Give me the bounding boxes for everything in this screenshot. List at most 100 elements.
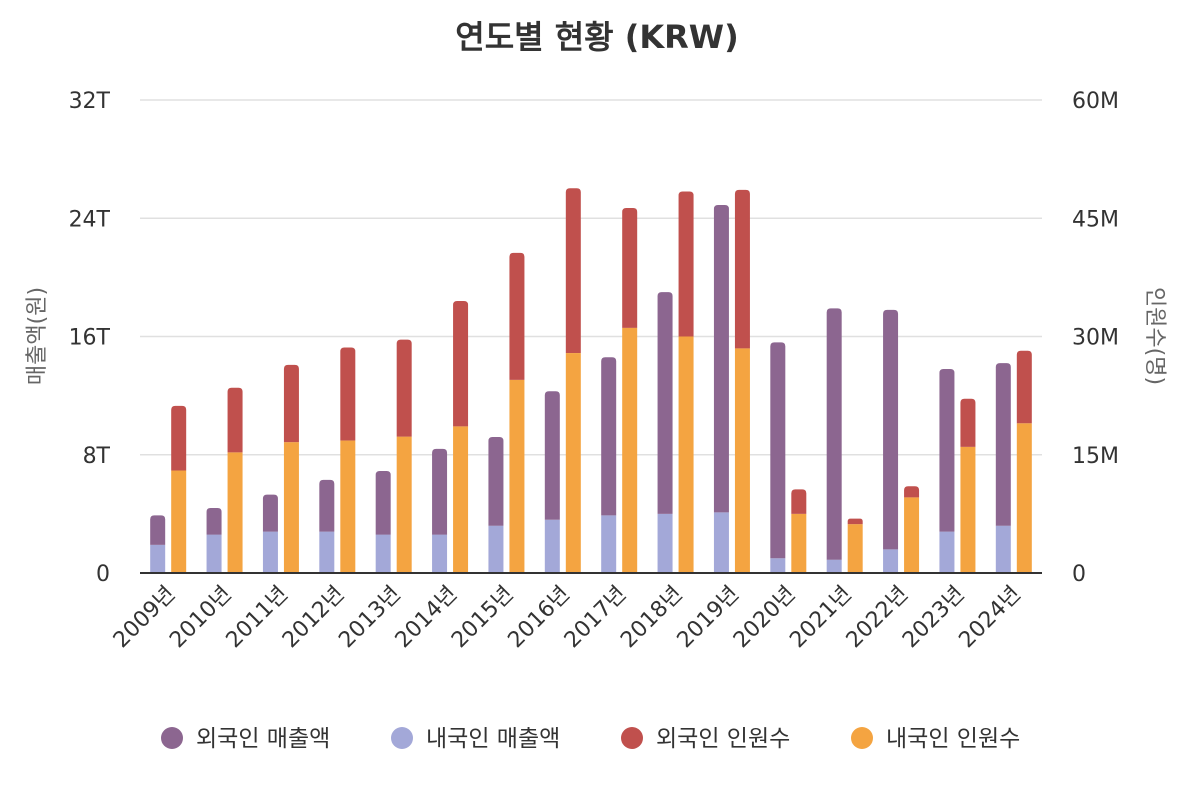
bar-segment [713, 204, 729, 513]
bar-segment [1016, 423, 1032, 573]
x-tick-label: 2023년 [898, 582, 970, 654]
y-axis-left-title: 매출액(원) [25, 287, 50, 385]
legend-item: 외국인 매출액 [161, 726, 330, 752]
legend-label: 내국인 인원수 [886, 726, 1020, 752]
x-tick-label: 2016년 [503, 582, 575, 654]
legend-label: 외국인 매출액 [196, 726, 330, 752]
bar-segment [995, 525, 1011, 573]
x-tick-label: 2012년 [278, 582, 350, 654]
x-tick-label: 2010년 [165, 582, 237, 654]
legend: 외국인 매출액 내국인 매출액 외국인 인원수 내국인 인원수 [161, 726, 1020, 752]
bar-segment [904, 486, 920, 498]
legend-swatch [621, 727, 643, 749]
bar-segment [319, 531, 335, 573]
bar-segment [283, 442, 299, 573]
bar-segment [904, 497, 920, 573]
y-left-tick-label: 24T [69, 207, 111, 232]
legend-item: 외국인 인원수 [621, 726, 790, 752]
legend-swatch [851, 727, 873, 749]
bar-segment [453, 426, 469, 573]
legend-label: 외국인 인원수 [656, 726, 790, 752]
legend-label: 내국인 매출액 [426, 726, 560, 752]
bar-segment [206, 534, 222, 573]
bar-segment [375, 534, 391, 573]
bar-segment [262, 531, 278, 573]
bar-segment [171, 405, 187, 471]
x-tick-label: 2024년 [954, 582, 1026, 654]
bar-segment [713, 512, 729, 573]
legend-swatch [161, 727, 183, 749]
bar-segment [791, 489, 807, 514]
bar-segment [171, 470, 187, 573]
bar-segment [1016, 350, 1032, 424]
bar-segment [847, 524, 863, 573]
bar-segment [488, 437, 504, 526]
bar-segment [622, 208, 638, 328]
legend-item: 내국인 매출액 [391, 726, 560, 752]
legend-item: 내국인 인원수 [851, 726, 1020, 752]
chart-title: 연도별 현황 (KRW) [455, 18, 738, 56]
bar-segment [432, 534, 448, 573]
bar-segment [432, 448, 448, 535]
bar-segment [227, 452, 243, 573]
bar-segment [678, 191, 694, 337]
x-tick-label: 2022년 [842, 582, 914, 654]
bar-segment [939, 531, 955, 573]
x-tick-label: 2009년 [109, 582, 181, 654]
bar-segment [509, 252, 525, 380]
bar-segment [960, 398, 976, 447]
bar-segment [883, 549, 899, 573]
y-axis-left: 0 8T 16T 24T 32T [69, 89, 111, 587]
bar-segment [565, 353, 581, 573]
bar-segment [770, 558, 786, 573]
bar-segment [227, 387, 243, 453]
bar-segment [657, 513, 673, 573]
y-left-tick-label: 0 [96, 562, 110, 587]
bar-segment [826, 308, 842, 560]
bar-segment [565, 188, 581, 354]
y-axis-right: 0 15M 30M 45M 60M [1072, 89, 1119, 587]
x-tick-label: 2021년 [785, 582, 857, 654]
bar-segment [939, 369, 955, 532]
bar-segment [150, 544, 166, 573]
bar-segment [622, 327, 638, 573]
x-axis-ticks: 2009년2010년2011년2012년2013년2014년2015년2016년… [109, 582, 1026, 654]
x-tick-label: 2013년 [334, 582, 406, 654]
bar-segment [657, 292, 673, 514]
x-tick-label: 2014년 [391, 582, 463, 654]
y-right-tick-label: 45M [1072, 207, 1119, 232]
x-tick-label: 2017년 [560, 582, 632, 654]
bar-segment [678, 336, 694, 573]
bar-segment [509, 379, 525, 573]
bar-segment [770, 342, 786, 559]
gridlines [140, 99, 1042, 456]
bar-segment [340, 347, 356, 441]
bar-segment [734, 189, 750, 349]
x-tick-label: 2015년 [447, 582, 519, 654]
bar-segment [791, 513, 807, 573]
bar-segment [488, 525, 504, 573]
y-right-tick-label: 30M [1072, 326, 1119, 351]
y-axis-right-title: 인원수(명) [1142, 287, 1167, 385]
bar-segment [340, 440, 356, 573]
bar-segment [847, 518, 863, 525]
bar-segment [601, 357, 617, 516]
y-right-tick-label: 60M [1072, 89, 1119, 114]
bar-segment [150, 515, 166, 545]
bar-segment [319, 479, 335, 532]
y-right-tick-label: 15M [1072, 444, 1119, 469]
bar-segment [206, 507, 222, 535]
bar-segment [396, 339, 412, 437]
bar-segment [601, 515, 617, 573]
bar-segment [544, 519, 560, 573]
bar-segment [826, 559, 842, 573]
y-left-tick-label: 8T [83, 444, 111, 469]
x-tick-label: 2018년 [616, 582, 688, 654]
bar-segment [995, 363, 1011, 526]
x-tick-label: 2011년 [222, 582, 294, 654]
x-tick-label: 2020년 [729, 582, 801, 654]
y-left-tick-label: 16T [69, 326, 111, 351]
bar-segment [396, 436, 412, 573]
bars [150, 188, 1032, 573]
